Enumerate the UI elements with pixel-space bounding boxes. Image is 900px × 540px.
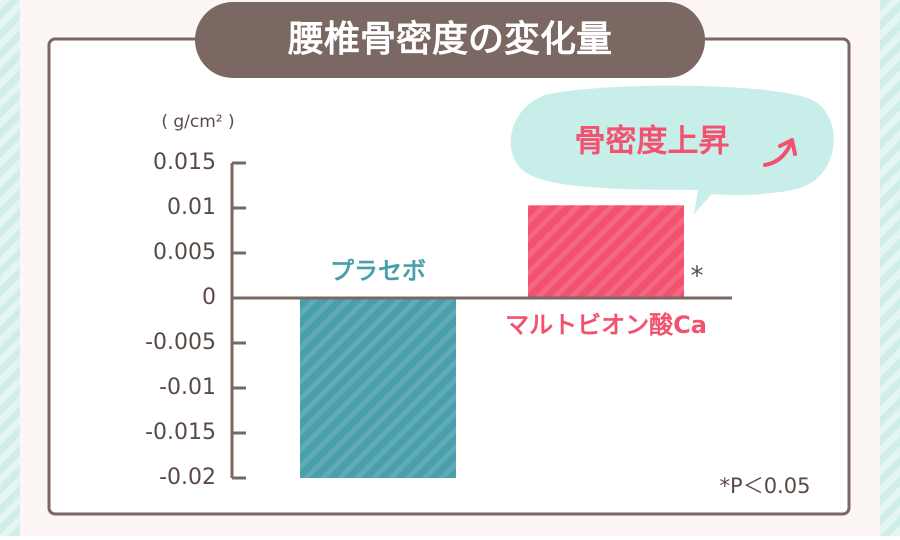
significance-mark: * [691,262,704,292]
bar-texture [300,298,456,478]
callout-arrow [763,138,797,167]
footnote: *P＜0.05 [720,474,811,498]
category-label: プラセボ [330,257,426,285]
y-tick-label: 0 [202,285,216,310]
callout-bubble [510,85,834,214]
y-tick-label: -0.01 [159,375,216,400]
y-tick-label: -0.02 [159,465,216,490]
unit-label: ( g/cm² ) [161,112,234,132]
y-tick-label: 0.015 [153,150,216,175]
y-tick-label: -0.015 [145,420,216,445]
title-pill [195,2,705,78]
y-tick-label: 0.005 [153,240,216,265]
callout-text: 骨密度上昇 [575,124,730,160]
y-tick-label: 0.01 [167,195,216,220]
chart-title: 腰椎骨密度の変化量 [287,18,612,60]
bar-texture [528,205,684,298]
y-tick-label: -0.005 [145,330,216,355]
category-label: マルトビオン酸Ca [505,311,707,339]
